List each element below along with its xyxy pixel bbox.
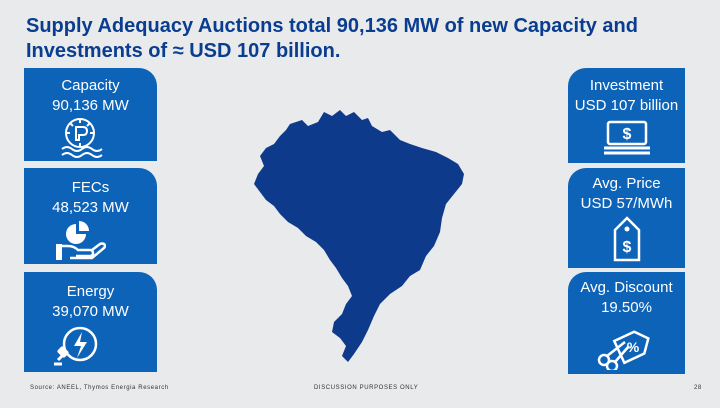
scissors-discount-tag-icon: % xyxy=(597,330,650,370)
energy-value: 39,070 MW xyxy=(52,303,129,320)
svg-text:$: $ xyxy=(623,126,632,143)
energy-label: Energy xyxy=(66,283,115,300)
avg-price-label: Avg. Price xyxy=(592,175,661,192)
fecs-value: 48,523 MW xyxy=(52,199,129,216)
svg-text:$: $ xyxy=(623,239,632,256)
energy-card: Energy 39,070 MW xyxy=(24,272,157,372)
footer-center-note: DISCUSSION PURPOSES ONLY xyxy=(314,385,419,391)
brazil-map xyxy=(254,110,464,362)
avg-price-value: USD 57/MWh xyxy=(580,195,673,212)
fecs-label: FECs xyxy=(71,179,110,196)
capacity-label: Capacity xyxy=(61,77,120,94)
footer-source: Source: ANEEL, Thymos Energia Research xyxy=(30,385,169,391)
capacity-value: 90,136 MW xyxy=(52,97,129,114)
investment-card: Investment USD 107 billion $ xyxy=(568,68,685,163)
fecs-card: FECs 48,523 MW xyxy=(24,168,157,264)
avg-discount-card: Avg. Discount 19.50% % xyxy=(568,272,685,374)
title-line-1: Supply Adequacy Auctions total 90,136 MW… xyxy=(26,15,638,37)
hand-pie-chart-icon xyxy=(56,221,106,260)
avg-discount-label: Avg. Discount xyxy=(580,279,673,296)
title-line-2: Investments of ≈ USD 107 billion. xyxy=(26,40,341,62)
page-number: 28 xyxy=(694,385,702,391)
investment-value: USD 107 billion xyxy=(574,97,679,114)
avg-price-card: Avg. Price USD 57/MWh $ xyxy=(568,168,685,268)
investment-label: Investment xyxy=(589,77,664,94)
price-tag-icon: $ xyxy=(613,216,641,262)
avg-discount-value: 19.50% xyxy=(601,299,652,316)
capacity-card: Capacity 90,136 MW xyxy=(24,68,157,161)
plug-lightning-icon xyxy=(54,326,98,366)
money-stack-icon: $ xyxy=(604,120,650,155)
page-title: Supply Adequacy Auctions total 90,136 MW… xyxy=(26,14,706,64)
power-plant-icon xyxy=(61,118,103,158)
svg-text:%: % xyxy=(627,339,640,355)
